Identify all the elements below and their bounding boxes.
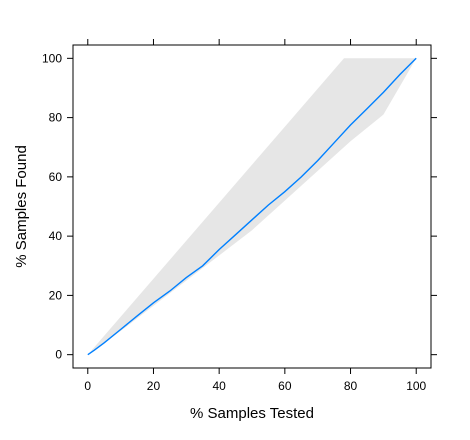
shaded-region-layer: [88, 58, 416, 354]
x-tick-label: 20: [147, 379, 161, 393]
x-tick-label: 60: [278, 379, 292, 393]
y-tick-label: 80: [49, 111, 63, 125]
y-tick-label: 60: [49, 170, 63, 184]
x-tick-label: 40: [212, 379, 226, 393]
y-tick-label: 40: [49, 229, 63, 243]
y-axis-label: % Samples Found: [13, 145, 30, 268]
shaded-region: [88, 58, 416, 354]
x-axis-label: % Samples Tested: [190, 405, 314, 422]
x-tick-label: 100: [406, 379, 426, 393]
x-tick-label: 0: [84, 379, 91, 393]
y-tick-label: 20: [49, 288, 63, 302]
y-tick-label: 100: [42, 51, 62, 65]
x-tick-label: 80: [344, 379, 358, 393]
y-tick-label: 0: [55, 348, 62, 362]
